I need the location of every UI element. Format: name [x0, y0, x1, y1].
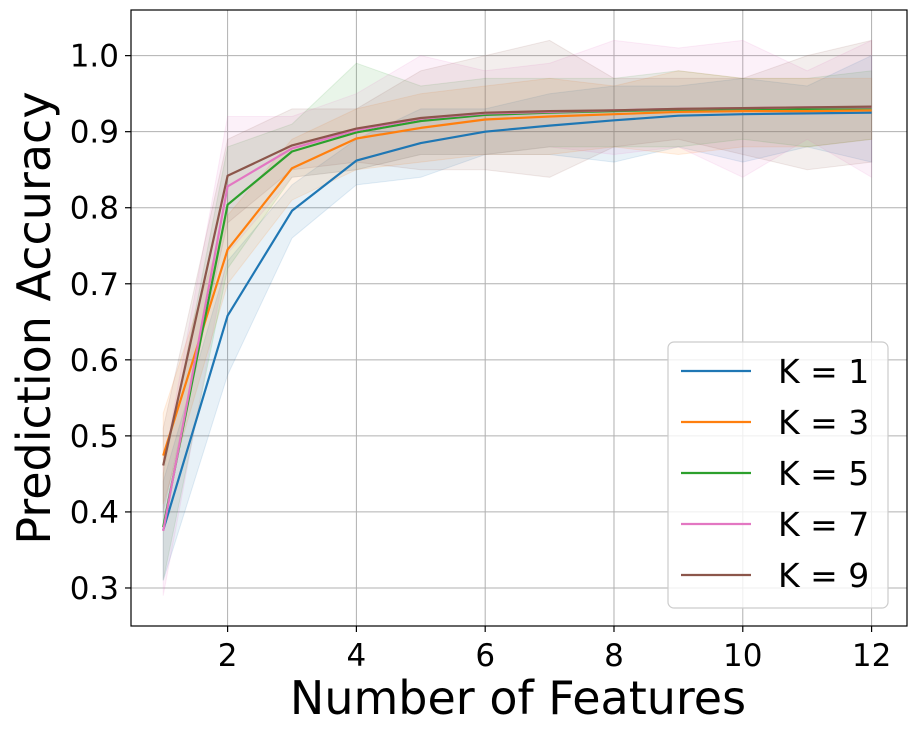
- series-line-1: [162, 109, 872, 456]
- x-tick-label: 12: [852, 638, 891, 674]
- y-tick-label: 0.5: [70, 419, 119, 455]
- series-lines: [162, 105, 872, 532]
- legend-label: K = 7: [778, 505, 869, 544]
- confidence-band-series-2: [162, 62, 873, 581]
- x-tick-label: 10: [723, 638, 762, 674]
- x-tick-label: 8: [604, 638, 624, 674]
- y-axis-title: Prediction Accuracy: [7, 91, 61, 544]
- y-tick-label: 1.0: [70, 39, 119, 75]
- x-axis-title: Number of Features: [290, 671, 746, 725]
- y-tick-label: 0.7: [70, 267, 119, 303]
- y-tick-label: 0.9: [70, 115, 119, 151]
- y-tick-label: 0.4: [70, 495, 119, 531]
- series-line-4: [162, 105, 872, 466]
- x-tick-label: 6: [475, 638, 495, 674]
- y-axis-ticks: 0.3 0.4 0.5 0.6 0.7 0.8 0.9 1.0: [70, 39, 131, 607]
- y-tick-label: 0.3: [70, 571, 119, 607]
- legend-label: K = 1: [778, 352, 869, 391]
- x-axis-ticks: 2 4 6 8 10 12: [218, 626, 891, 674]
- legend: K = 1 K = 3 K = 5 K = 7 K = 9: [667, 341, 889, 609]
- y-tick-label: 0.6: [70, 343, 119, 379]
- y-tick-label: 0.8: [70, 191, 119, 227]
- legend-label: K = 5: [778, 454, 869, 493]
- plot-frame: [130, 9, 908, 627]
- confidence-band-series-0: [162, 54, 873, 581]
- confidence-band-series-4: [162, 39, 873, 513]
- x-tick-label: 2: [218, 638, 238, 674]
- legend-label: K = 9: [778, 556, 869, 595]
- legend-label: K = 3: [778, 403, 869, 442]
- x-tick-label: 4: [347, 638, 367, 674]
- legend-box: [667, 341, 889, 609]
- series-line-0: [162, 111, 872, 531]
- confidence-band-series-3: [162, 39, 873, 596]
